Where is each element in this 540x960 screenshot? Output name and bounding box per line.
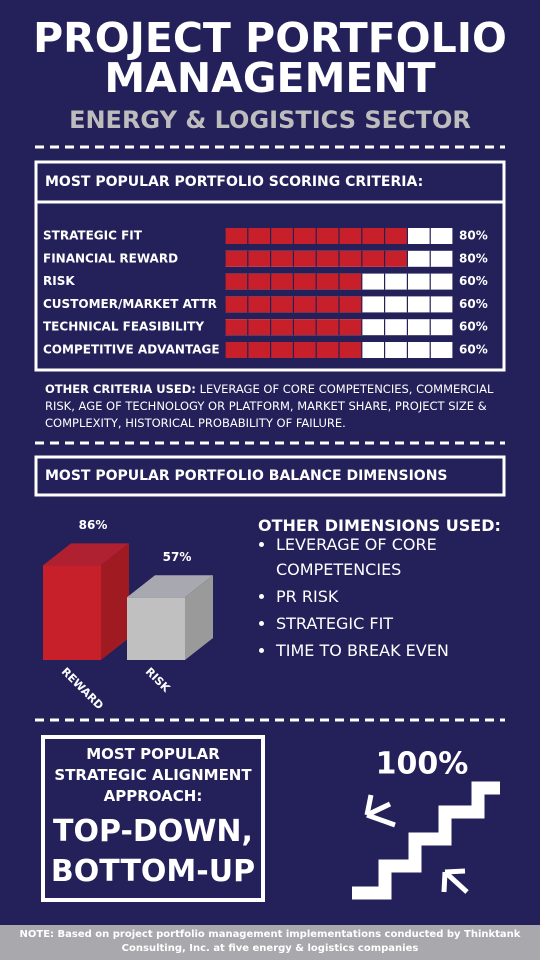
- section-title: MOST POPULAR PORTFOLIO SCORING CRITERIA:: [45, 174, 423, 190]
- row-label: STRATEGIC FIT: [43, 229, 143, 243]
- other-criteria: OTHER CRITERIA USED: LEVERAGE OF CORE CO…: [45, 381, 505, 432]
- percent: 100%: [376, 747, 469, 782]
- section-box: [41, 735, 265, 902]
- other-dims-title: OTHER DIMENSIONS USED:: [258, 516, 501, 535]
- title: PROJECT PORTFOLIO MANAGEMENT: [33, 14, 507, 102]
- value-label: 60%: [459, 343, 488, 357]
- bar-top: [43, 543, 129, 566]
- dimension-item: TIME TO BREAK EVEN: [276, 638, 476, 663]
- value-label: 80%: [459, 251, 488, 265]
- category-label: REWARD: [59, 665, 106, 712]
- category-label: RISK: [143, 665, 173, 695]
- value-label: 60%: [459, 297, 488, 311]
- dimension-item: LEVERAGE OF CORE COMPETENCIES: [276, 532, 476, 582]
- bar-side: [185, 575, 213, 660]
- value-label: 60%: [459, 320, 488, 334]
- dimension-item: STRATEGIC FIT: [276, 611, 476, 636]
- bar-top: [127, 575, 213, 598]
- alignment-approach: TOP-DOWN, BOTTOM-UP: [50, 814, 256, 889]
- stairs-icon: [352, 781, 500, 900]
- section-box: [34, 200, 506, 372]
- arrow-icon: [364, 794, 396, 828]
- section-title: MOST POPULAR PORTFOLIO BALANCE DIMENSION…: [45, 468, 448, 484]
- other-dims: LEVERAGE OF CORE COMPETENCIESPR RISKSTRA…: [258, 532, 476, 665]
- arrow-icon: [441, 868, 469, 894]
- note-band: [0, 925, 540, 960]
- value-label: 80%: [459, 229, 488, 243]
- row-label: FINANCIAL REWARD: [43, 251, 178, 265]
- value-label: 60%: [459, 274, 488, 288]
- section-box: [34, 455, 506, 497]
- bar-side: [101, 543, 129, 660]
- row-label: COMPETITIVE ADVANTAGE: [43, 343, 220, 357]
- note: NOTE: Based on project portfolio managem…: [19, 929, 521, 954]
- bar: [127, 597, 185, 660]
- label: OTHER CRITERIA USED:: [45, 382, 196, 396]
- subtitle: ENERGY & LOGISTICS SECTOR: [69, 106, 471, 134]
- alignment-label: MOST POPULAR STRATEGIC ALIGNMENT APPROAC…: [54, 745, 252, 805]
- bar: [43, 565, 101, 660]
- dimension-item: PR RISK: [276, 584, 476, 609]
- value-label: 86%: [79, 518, 108, 532]
- row-label: RISK: [43, 274, 75, 288]
- value-label: 57%: [163, 550, 192, 564]
- row-label: CUSTOMER/MARKET ATTR: [43, 297, 217, 311]
- text: LEVERAGE OF CORE COMPETENCIES, COMMERCIA…: [45, 382, 494, 430]
- row-label: TECHNICAL FEASIBILITY: [43, 320, 204, 334]
